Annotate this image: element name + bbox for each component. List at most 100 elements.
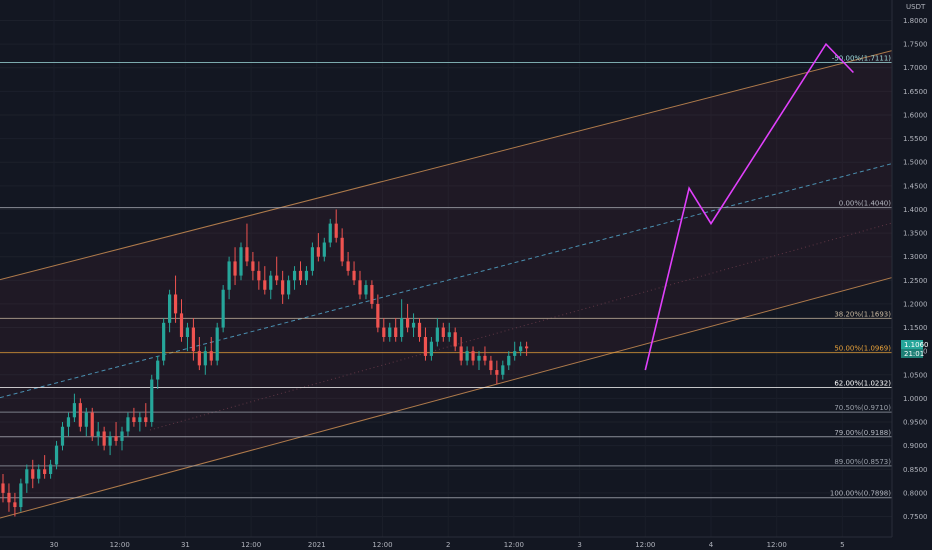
candle-body (215, 327, 219, 361)
candle-body (233, 261, 237, 276)
countdown-label: 21:01 (904, 350, 924, 358)
time-tick-label: 12:00 (372, 541, 392, 549)
candle-body (102, 431, 106, 446)
time-tick-label: 2 (446, 541, 450, 549)
candle-body (66, 417, 71, 427)
price-tick-label: 1.7500 (903, 41, 928, 49)
candle-body (168, 294, 172, 323)
candle-body (352, 270, 356, 281)
candle-body (221, 289, 225, 328)
candle-body (13, 502, 17, 508)
price-tick-label: 1.4500 (903, 182, 928, 190)
candle-body (304, 270, 309, 281)
candle-body (429, 341, 433, 356)
candle-body (144, 417, 148, 423)
candle-body (132, 417, 136, 423)
candle-body (376, 303, 380, 328)
price-tick-label: 1.2000 (903, 300, 928, 308)
price-tick-label: 0.7500 (903, 513, 928, 521)
candle-body (114, 436, 118, 441)
candle-body (447, 332, 451, 337)
candle-body (334, 223, 338, 238)
candle-body (84, 412, 88, 427)
time-tick-label: 12:00 (504, 541, 524, 549)
time-axis[interactable]: 30 12:00 31 12:00 2021 12:00 2 12:00 3 12:00 4 12:0… (50, 541, 845, 549)
candle-body (519, 346, 523, 352)
candle-body (31, 469, 35, 479)
fib-level-label: 50.00%(1.0969) (834, 345, 891, 353)
candle-body (417, 322, 422, 337)
price-tick-label: 0.8000 (903, 489, 928, 497)
candle-body (96, 431, 100, 437)
candle-body (489, 360, 493, 371)
projection-polyline (644, 42, 854, 371)
price-tick-label: 1.0500 (903, 371, 928, 379)
candle-body (138, 417, 142, 423)
price-tick-label: 1.4000 (903, 206, 928, 214)
fib-level-label: 70.50%(0.9710) (834, 404, 891, 412)
fib-level-label: 100.00%(0.7898) (830, 490, 891, 498)
candle-body (513, 351, 517, 356)
candle-body (525, 346, 529, 349)
candle-body (150, 379, 154, 423)
time-tick-label: 12:00 (110, 541, 130, 549)
candlestick-series (1, 209, 529, 517)
candle-body (483, 355, 487, 361)
current-price-marker: 1.1060 21:01 (901, 340, 929, 358)
candle-body (382, 327, 386, 337)
channel-inner-dotted-line (149, 222, 893, 431)
candle-body (1, 483, 5, 493)
candle-body (269, 275, 273, 290)
candle-body (406, 318, 410, 328)
candle-body (191, 327, 195, 352)
time-tick-label: 2021 (308, 541, 326, 549)
time-tick-label: 3 (577, 541, 581, 549)
fib-level-label: 79.00%(0.9188) (834, 429, 891, 437)
time-tick-label: 12:00 (767, 541, 787, 549)
candle-body (239, 247, 243, 276)
current-price-box (901, 340, 923, 349)
channel-fill (0, 50, 892, 519)
price-tick-label: 1.3000 (903, 253, 928, 261)
candle-body (388, 327, 392, 337)
candle-body (162, 322, 166, 361)
fib-level-label: 62.00%(1.0232) (834, 379, 891, 387)
candle-body (245, 247, 249, 262)
regression-channel (0, 50, 893, 519)
price-tick-label: 1.5000 (903, 159, 928, 167)
candle-body (7, 492, 11, 503)
candle-body (423, 336, 428, 356)
candle-body (459, 346, 463, 361)
candle-body (108, 436, 112, 446)
time-tick-label: 4 (709, 541, 714, 549)
fib-level-label: -50.00%(1.7111) (832, 54, 891, 62)
candle-body (257, 270, 261, 281)
candle-body (173, 294, 178, 314)
candle-body (471, 351, 475, 361)
price-tick-label: 1.2500 (903, 277, 928, 285)
candle-body (394, 327, 398, 337)
candle-body (292, 270, 297, 281)
candle-body (72, 403, 76, 418)
price-tick-label: 1.3500 (903, 230, 928, 238)
candle-body (37, 469, 41, 479)
candle-body (54, 445, 59, 465)
candle-body (322, 242, 326, 257)
candle-body (197, 351, 201, 366)
price-tick-label: 1.6500 (903, 88, 928, 96)
candle-body (49, 464, 53, 474)
price-tick-label: 0.9500 (903, 419, 928, 427)
candle-body (179, 313, 184, 337)
candle-body (185, 327, 190, 337)
candle-body (310, 247, 314, 271)
candle-body (25, 469, 29, 484)
current-price-label: 1.1060 (904, 341, 929, 349)
price-tick-label: 1.0000 (903, 395, 928, 403)
candle-body (441, 327, 445, 337)
candle-body (435, 327, 439, 342)
candle-body (19, 483, 23, 508)
fib-level-label: 38.20%(1.1693) (834, 310, 891, 318)
candle-body (287, 280, 291, 295)
candle-body (43, 469, 47, 474)
